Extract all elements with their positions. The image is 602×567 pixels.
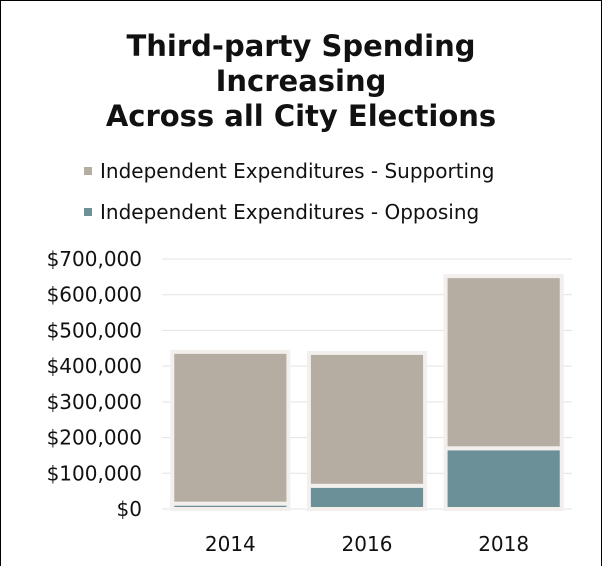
legend-label-opposing: Independent Expenditures - Opposing [100, 200, 480, 224]
y-tick-label: $200,000 [47, 426, 142, 450]
legend-swatch-supporting [84, 166, 92, 175]
y-tick-label: $500,000 [47, 318, 142, 342]
y-tick-label: $100,000 [47, 461, 142, 485]
x-tick-label: 2014 [205, 532, 256, 556]
y-tick-label: $300,000 [47, 390, 142, 414]
y-tick-label: $700,000 [47, 247, 142, 271]
y-tick-label: $0 [117, 497, 142, 521]
chart-title-line-1: Third-party Spending [126, 29, 476, 63]
bar-segment-supporting [306, 350, 428, 488]
chart-title-line-3: Across all City Elections [105, 99, 497, 133]
legend-label-supporting: Independent Expenditures - Supporting [100, 159, 495, 183]
y-tick-label: $400,000 [47, 354, 142, 378]
bar-segment-supporting [170, 349, 291, 506]
bar-segment-opposing [443, 446, 564, 511]
y-tick-label: $600,000 [47, 283, 142, 307]
legend-item-supporting: Independent Expenditures - Supporting [84, 159, 494, 183]
bar-segment-supporting [443, 274, 564, 451]
x-tick-label: 2016 [342, 532, 393, 556]
x-tick-label: 2018 [478, 532, 529, 556]
bar-segment-opposing [306, 483, 428, 511]
chart-title-line-2: Increasing [215, 64, 387, 98]
legend-item-opposing: Independent Expenditures - Opposing [84, 200, 479, 224]
legend-swatch-opposing [84, 207, 92, 216]
